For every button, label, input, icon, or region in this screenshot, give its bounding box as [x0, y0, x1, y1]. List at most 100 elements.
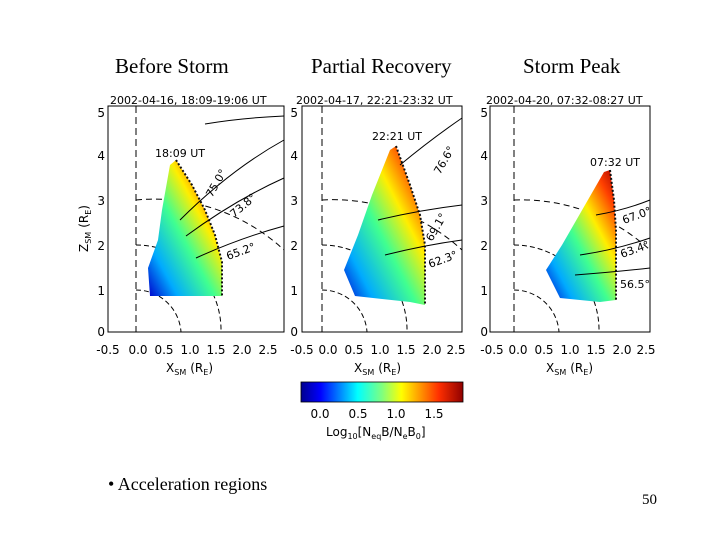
panel2-field-line: [399, 117, 463, 166]
panel1-dashed-arc: [135, 198, 285, 251]
y-tick: 5: [290, 106, 298, 120]
panel1-time-label: 18:09 UT: [155, 147, 205, 160]
panel2-lat-label: 76.6°: [431, 144, 457, 176]
panel3-lat-label: 56.5°: [620, 278, 650, 291]
panel2-earth-arc: [321, 289, 368, 333]
x-tick: -0.5: [96, 343, 119, 357]
x-tick: 2.5: [258, 343, 277, 357]
y-tick: 0: [290, 325, 298, 339]
title-storm-peak: Storm Peak: [523, 54, 621, 78]
x-axis-label-3: XSM (RE): [546, 361, 593, 377]
y-tick: 3: [480, 194, 488, 208]
y-tick: 5: [480, 106, 488, 120]
panel1-field-line: [185, 177, 285, 237]
panel-partial-recovery: 2002-04-17, 22:21-23:32 UT 22:21 UT 76.6…: [296, 94, 463, 333]
x-tick: 0.5: [154, 343, 173, 357]
panel1-wedge: [148, 160, 222, 296]
x-tick: 0.0: [508, 343, 527, 357]
panel2-frame: [301, 105, 463, 333]
panel2-header: 2002-04-17, 22:21-23:32 UT: [296, 94, 453, 107]
x-axis-ticks: -0.5 0.0 0.5 1.0 1.5 2.0 2.5 -0.5 0.0 0.…: [96, 343, 655, 357]
colorbar-label: Log10[NeqB/NeB0]: [326, 425, 426, 441]
panel3-field-line: [595, 199, 651, 216]
y-tick: 0: [480, 325, 488, 339]
y-tick: 4: [97, 149, 105, 163]
panel1-field-line: [195, 225, 285, 259]
y-tick: 5: [97, 106, 105, 120]
x-tick: 1.5: [396, 343, 415, 357]
panel3-header: 2002-04-20, 07:32-08:27 UT: [486, 94, 643, 107]
x-tick: 2.0: [232, 343, 251, 357]
y-tick: 3: [290, 194, 298, 208]
x-axis-label-1: XSM (RE): [166, 361, 213, 377]
x-tick: 2.0: [422, 343, 441, 357]
colorbar: 0.0 0.5 1.0 1.5 Log10[NeqB/NeB0]: [300, 381, 464, 441]
y-tick: 1: [480, 284, 488, 298]
panel1-track: [175, 159, 223, 296]
panel1-earth-arc: [135, 289, 182, 333]
y-tick: 3: [97, 194, 105, 208]
x-tick: 2.0: [612, 343, 631, 357]
x-tick: 1.0: [180, 343, 199, 357]
colorbar-tick: 1.5: [424, 407, 443, 421]
x-axis-label-2: XSM (RE): [354, 361, 401, 377]
x-tick: 1.5: [206, 343, 225, 357]
panel2-field-line: [384, 239, 463, 256]
panel1-frame: [107, 105, 285, 333]
panel3-track: [609, 169, 617, 300]
panel-storm-peak: 2002-04-20, 07:32-08:27 UT 07:32 UT 67.0…: [486, 94, 654, 333]
x-tick: 2.5: [636, 343, 655, 357]
panel1-field-line: [204, 115, 285, 125]
colorbar-gradient: [300, 381, 464, 403]
y-axis-ticks: 0 1 2 3 4 5 0 1 2 3 4 5 0 1 2 3 4 5: [97, 106, 488, 339]
panel3-wedge: [546, 170, 616, 302]
colorbar-tick: 0.5: [348, 407, 367, 421]
y-tick: 2: [480, 239, 488, 253]
panel2-dashed-arc: [321, 199, 463, 251]
panel2-lat-label: 62.3°: [427, 248, 460, 270]
panel1-lat-label: 75.0°: [203, 167, 229, 199]
y-tick: 2: [290, 239, 298, 253]
panel3-time-label: 07:32 UT: [590, 156, 640, 169]
title-before-storm: Before Storm: [115, 54, 229, 78]
x-tick: 1.5: [586, 343, 605, 357]
panel2-time-label: 22:21 UT: [372, 130, 422, 143]
y-tick: 1: [97, 284, 105, 298]
x-tick: 2.5: [446, 343, 465, 357]
panel2-wedge: [344, 146, 425, 305]
panel2-track: [395, 145, 426, 305]
y-tick: 4: [290, 149, 298, 163]
title-partial-recovery: Partial Recovery: [311, 54, 452, 78]
y-axis-label: ZSM(RE): [77, 205, 93, 252]
y-tick: 0: [97, 325, 105, 339]
x-tick: 1.0: [560, 343, 579, 357]
y-tick: 1: [290, 284, 298, 298]
x-tick: 0.0: [318, 343, 337, 357]
panel2-lat-label: 69.1°: [423, 211, 449, 243]
x-tick: -0.5: [480, 343, 503, 357]
x-tick: 0.0: [128, 343, 147, 357]
panel2-field-line: [377, 204, 463, 221]
bullet-acceleration-regions: • Acceleration regions: [108, 474, 268, 494]
y-tick: 4: [480, 149, 488, 163]
panel1-header: 2002-04-16, 18:09-19:06 UT: [110, 94, 267, 107]
panel3-lat-label: 63.4°: [619, 238, 652, 260]
panel3-frame: [489, 105, 651, 333]
panel3-field-line: [579, 237, 651, 256]
y-tick: 2: [97, 239, 105, 253]
page-number: 50: [642, 492, 657, 508]
panel3-field-line: [574, 267, 651, 276]
colorbar-tick: 1.0: [386, 407, 405, 421]
panel1-field-line: [179, 139, 285, 221]
panel-before-storm: 2002-04-16, 18:09-19:06 UT 18:09 UT 75.0…: [107, 94, 285, 333]
x-tick: -0.5: [290, 343, 313, 357]
panel3-earth-arc: [513, 289, 560, 333]
x-tick: 0.5: [344, 343, 363, 357]
x-tick: 0.5: [534, 343, 553, 357]
svg-text:ZSM(RE): ZSM(RE): [77, 205, 93, 252]
x-tick: 1.0: [370, 343, 389, 357]
colorbar-tick: 0.0: [310, 407, 329, 421]
panel3-lat-label: 67.0°: [621, 204, 654, 226]
panel1-lat-label: 73.8°: [228, 191, 259, 220]
